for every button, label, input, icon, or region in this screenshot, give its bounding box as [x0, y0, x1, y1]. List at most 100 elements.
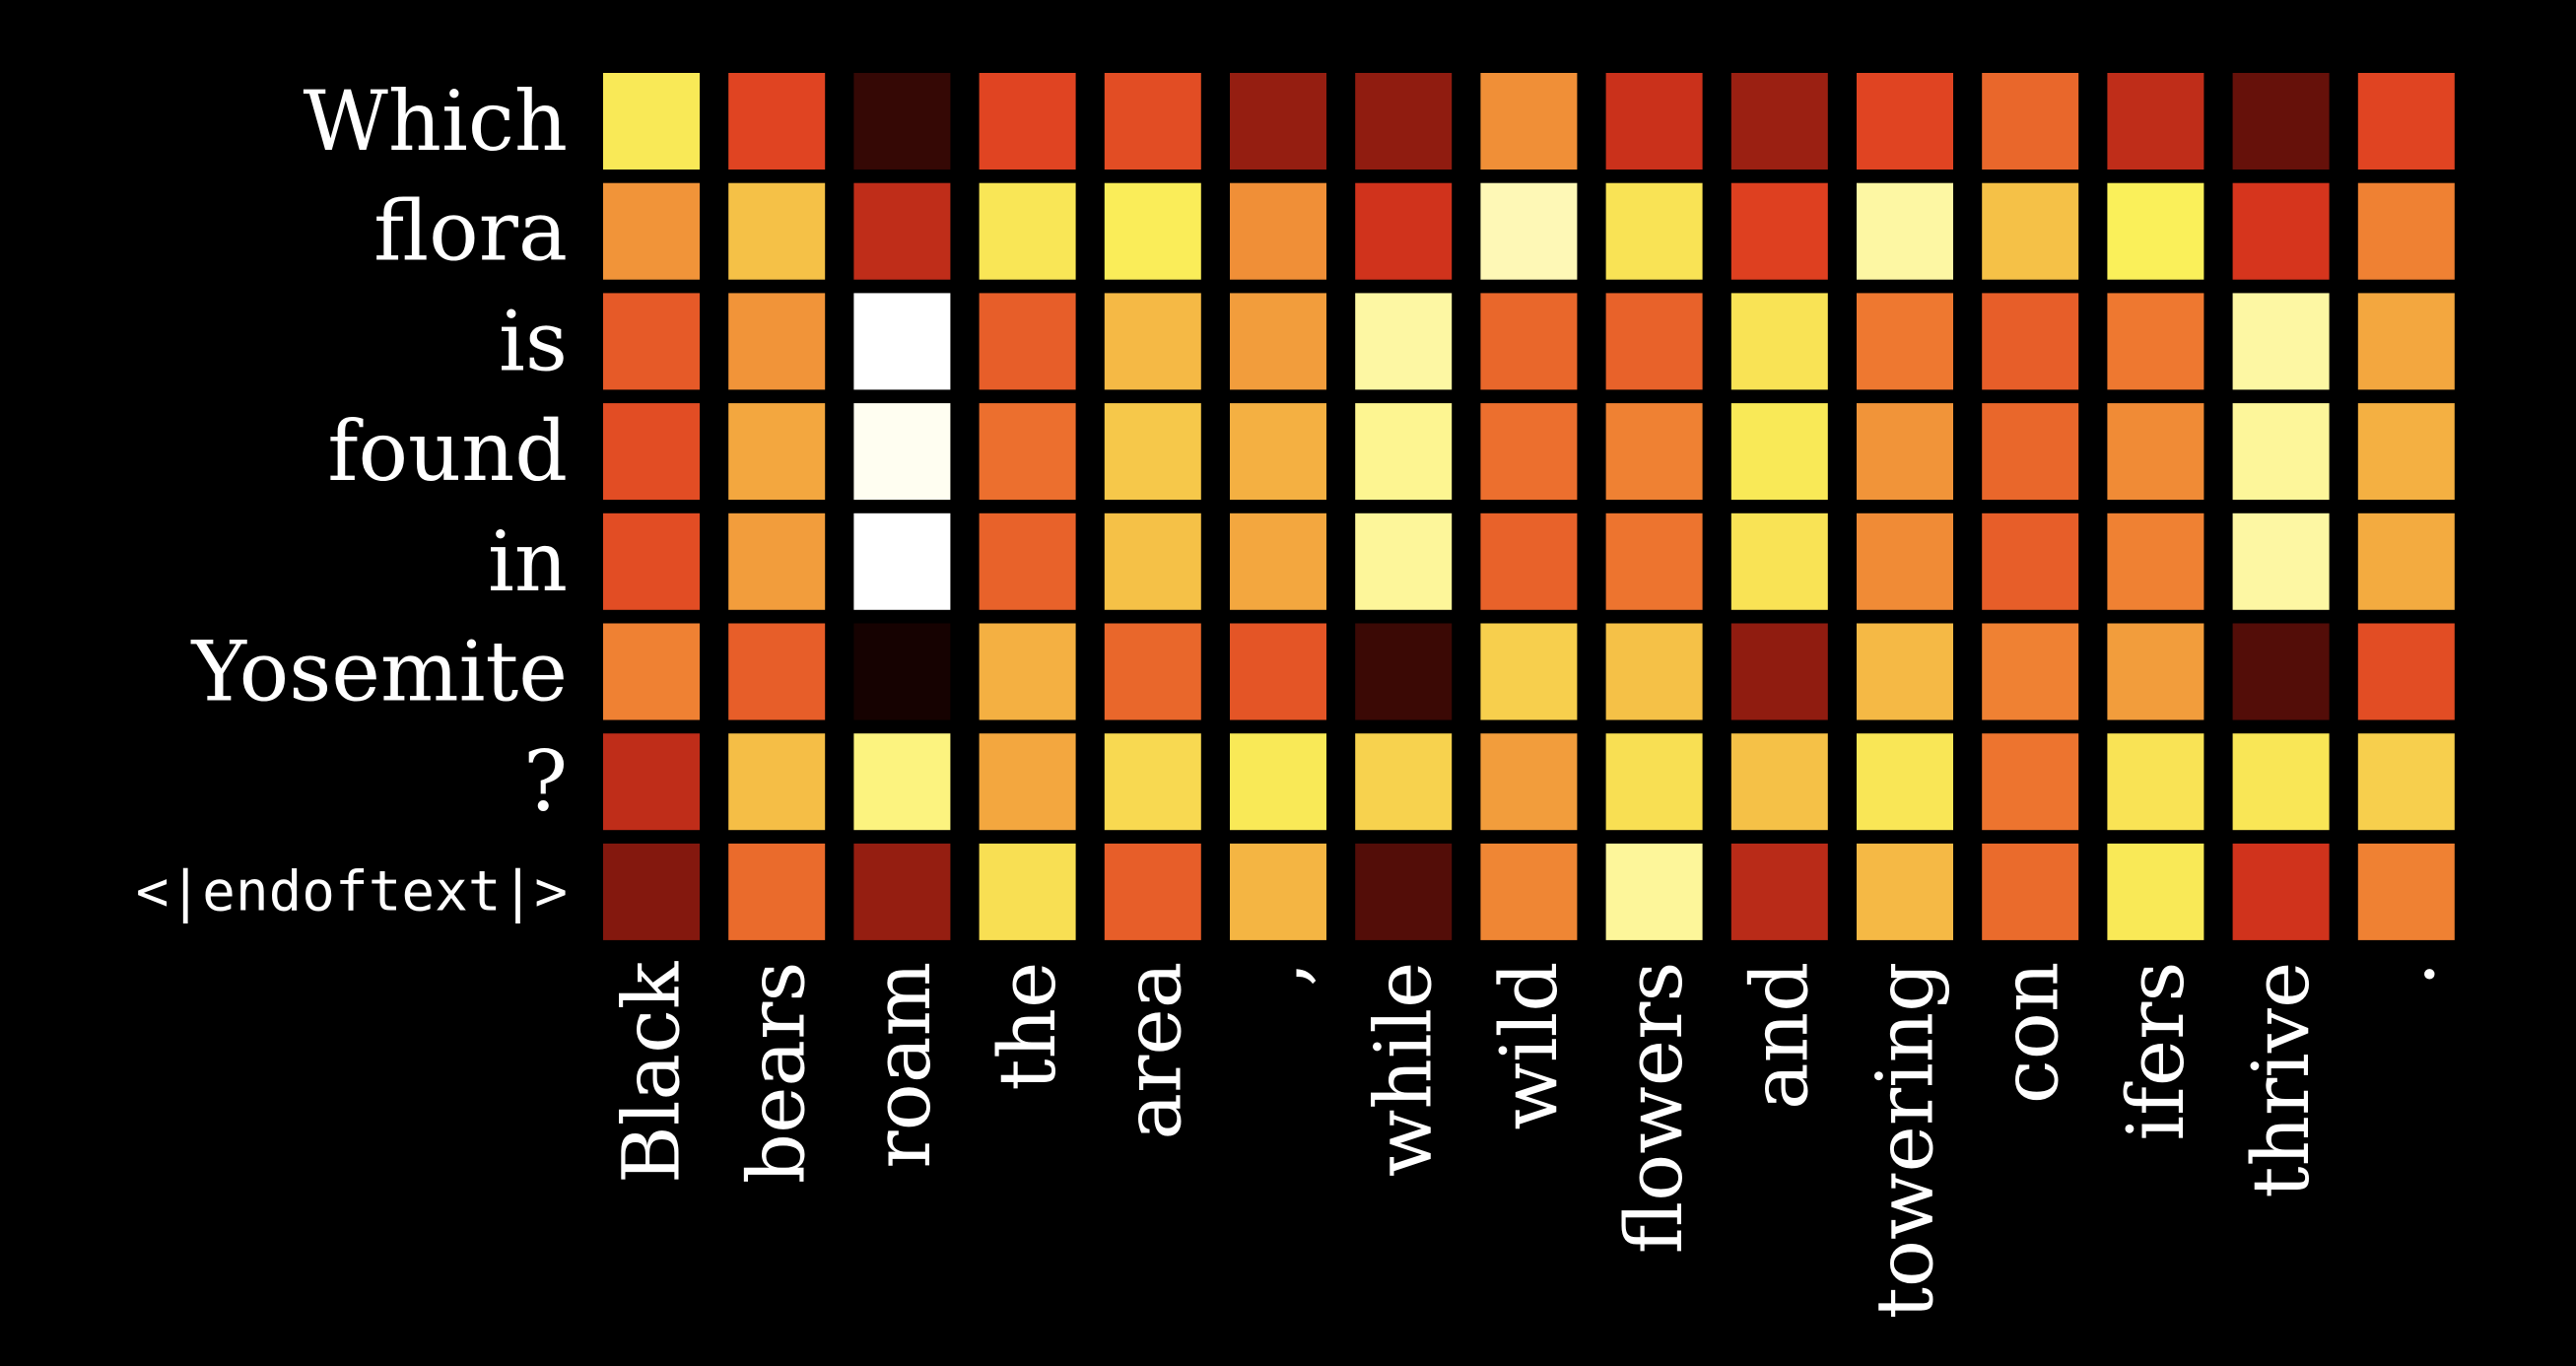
heatmap-cell-2-1 [728, 293, 826, 390]
heatmap-cell-7-4 [1104, 843, 1201, 940]
heatmap-cell-0-8 [1605, 73, 1703, 170]
heatmap-cell-0-3 [979, 73, 1076, 170]
column-label: bears [731, 962, 823, 1185]
heatmap-cell-1-9 [1730, 182, 1828, 280]
heatmap-cell-4-9 [1730, 512, 1828, 610]
column-label: ifers [2110, 962, 2202, 1141]
row-label: flora [373, 183, 568, 280]
heatmap-cell-7-10 [1857, 843, 1953, 940]
heatmap-cell-5-6 [1355, 623, 1453, 720]
row-label: is [499, 293, 568, 389]
column-label: towering [1860, 962, 1951, 1320]
heatmap-cell-3-14 [2357, 403, 2455, 501]
heatmap-cell-4-1 [728, 512, 826, 610]
heatmap-cell-5-3 [979, 623, 1076, 720]
heatmap-cell-6-4 [1104, 733, 1201, 831]
heatmap-cell-5-1 [728, 623, 826, 720]
heatmap-cell-4-3 [979, 512, 1076, 610]
heatmap-cell-7-12 [2107, 843, 2204, 940]
heatmap-cell-4-10 [1857, 512, 1953, 610]
heatmap-cell-4-8 [1605, 512, 1703, 610]
heatmap-cell-1-8 [1605, 182, 1703, 280]
heatmap-cell-6-14 [2357, 733, 2455, 831]
heatmap-cell-6-3 [979, 733, 1076, 831]
heatmap-cell-2-6 [1355, 293, 1453, 390]
column-label: while [1358, 962, 1450, 1178]
column-label: and [1733, 962, 1825, 1110]
column-label: area [1107, 962, 1198, 1140]
heatmap-cell-4-14 [2357, 512, 2455, 610]
heatmap-cell-2-9 [1730, 293, 1828, 390]
heatmap-cell-1-10 [1857, 182, 1953, 280]
heatmap-cell-4-12 [2107, 512, 2204, 610]
heatmap-cell-3-5 [1230, 403, 1326, 501]
heatmap-cell-3-2 [853, 403, 951, 501]
heatmap-cell-7-8 [1605, 843, 1703, 940]
heatmap-cell-2-14 [2357, 293, 2455, 390]
heatmap-cell-0-14 [2357, 73, 2455, 170]
heatmap-cell-4-5 [1230, 512, 1326, 610]
heatmap-cell-2-4 [1104, 293, 1201, 390]
heatmap-cell-4-2 [853, 512, 951, 610]
heatmap-cell-7-11 [1982, 843, 2079, 940]
heatmap-cell-5-10 [1857, 623, 1953, 720]
column-labels: Black bears roam the area, while wild flowers an… [606, 960, 2453, 1319]
column-label: the [982, 962, 1073, 1091]
heatmap-cell-6-6 [1355, 733, 1453, 831]
heatmap-cell-1-13 [2232, 182, 2330, 280]
heatmap-cell-2-7 [1480, 293, 1578, 390]
heatmap-cell-7-3 [979, 843, 1076, 940]
column-label: , [1233, 962, 1324, 987]
row-label: <|endoftext|> [136, 859, 568, 923]
heatmap-cell-3-8 [1605, 403, 1703, 501]
heatmap-cell-5-2 [853, 623, 951, 720]
heatmap-cell-0-13 [2232, 73, 2330, 170]
heatmap-cell-5-11 [1982, 623, 2079, 720]
heatmap-cell-3-12 [2107, 403, 2204, 501]
heatmap-cell-5-7 [1480, 623, 1578, 720]
heatmap-cell-1-11 [1982, 182, 2079, 280]
heatmap-cell-7-0 [603, 843, 700, 940]
heatmap-cell-1-14 [2357, 182, 2455, 280]
row-label: Which [304, 73, 568, 170]
heatmap-cell-2-8 [1605, 293, 1703, 390]
heatmap-cell-1-6 [1355, 182, 1453, 280]
heatmap-cell-7-1 [728, 843, 826, 940]
heatmap-cell-7-2 [853, 843, 951, 940]
heatmap-cell-3-4 [1104, 403, 1201, 501]
heatmap-cell-1-7 [1480, 182, 1578, 280]
heatmap-cell-5-12 [2107, 623, 2204, 720]
heatmap-cell-6-10 [1857, 733, 1953, 831]
column-label: roam [856, 962, 948, 1169]
heatmap-cell-5-14 [2357, 623, 2455, 720]
row-label: found [327, 403, 568, 500]
column-label: Black [606, 960, 698, 1184]
heatmap-cell-3-6 [1355, 403, 1453, 501]
heatmap-cell-4-11 [1982, 512, 2079, 610]
heatmap-cell-5-9 [1730, 623, 1828, 720]
heatmap-cell-3-7 [1480, 403, 1578, 501]
heatmap-cell-1-0 [603, 182, 700, 280]
heatmap-cell-0-4 [1104, 73, 1201, 170]
row-label: Yosemite [190, 624, 568, 720]
heatmap-cell-6-7 [1480, 733, 1578, 831]
heatmap-cell-2-12 [2107, 293, 2204, 390]
heatmap-cell-4-7 [1480, 512, 1578, 610]
heatmap-cell-7-13 [2232, 843, 2330, 940]
heatmap-cell-6-12 [2107, 733, 2204, 831]
heatmap-cell-0-12 [2107, 73, 2204, 170]
heatmap-cell-0-2 [853, 73, 951, 170]
heatmap-cell-3-13 [2232, 403, 2330, 501]
heatmap-cell-3-11 [1982, 403, 2079, 501]
heatmap-cell-2-0 [603, 293, 700, 390]
heatmap-cell-5-4 [1104, 623, 1201, 720]
heatmap-cell-6-0 [603, 733, 700, 831]
heatmap-cell-6-2 [853, 733, 951, 831]
heatmap-cell-5-5 [1230, 623, 1326, 720]
heatmap-cell-0-7 [1480, 73, 1578, 170]
heatmap-cell-2-13 [2232, 293, 2330, 390]
heatmap-cell-3-10 [1857, 403, 1953, 501]
heatmap-cell-7-6 [1355, 843, 1453, 940]
heatmap-cell-2-10 [1857, 293, 1953, 390]
heatmap-cell-6-13 [2232, 733, 2330, 831]
